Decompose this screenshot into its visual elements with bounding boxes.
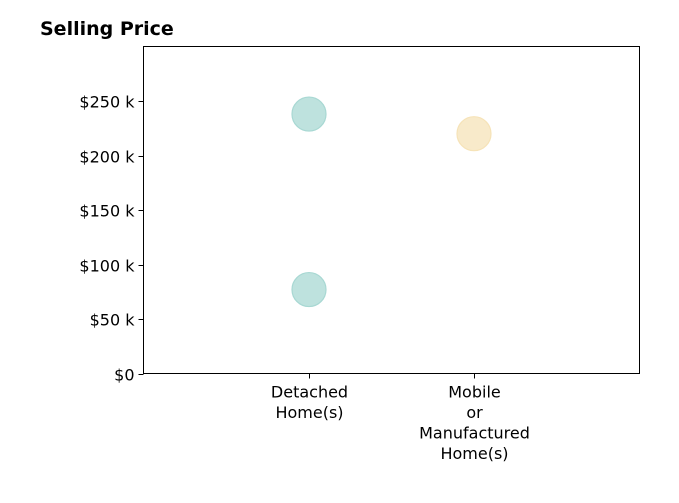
y-tick-label: $50 k (90, 311, 136, 330)
y-tick-label: $250 k (79, 93, 135, 112)
y-tick-label: $150 k (79, 202, 135, 221)
y-tick-label: $0 (114, 366, 134, 385)
data-point (456, 116, 492, 152)
x-tick-label-line: Mobile (448, 383, 500, 402)
x-axis: Detached Home(s)Mobile or Manufactured Home(… (271, 373, 530, 464)
x-tick-label-line: Home(s) (440, 444, 508, 463)
data-point (291, 96, 327, 132)
data-points (291, 96, 492, 308)
x-tick-label-line: Manufactured (419, 424, 530, 443)
x-tick-label: Detached Home(s) (271, 383, 348, 423)
plot-frame (143, 46, 640, 374)
x-tick-label-line: Detached (271, 383, 348, 402)
data-point (291, 271, 327, 308)
y-tick-label: $200 k (79, 148, 135, 167)
y-axis: $0 $50 k $100 k $150 k $200 k $250 k (79, 93, 144, 385)
chart-title: Selling Price (40, 18, 174, 40)
x-tick-label-line: or (466, 403, 483, 422)
x-tick-label: Mobile or Manufactured Home(s) (419, 383, 530, 464)
y-tick-label: $100 k (79, 257, 135, 276)
x-tick-label-line: Home(s) (275, 403, 343, 422)
